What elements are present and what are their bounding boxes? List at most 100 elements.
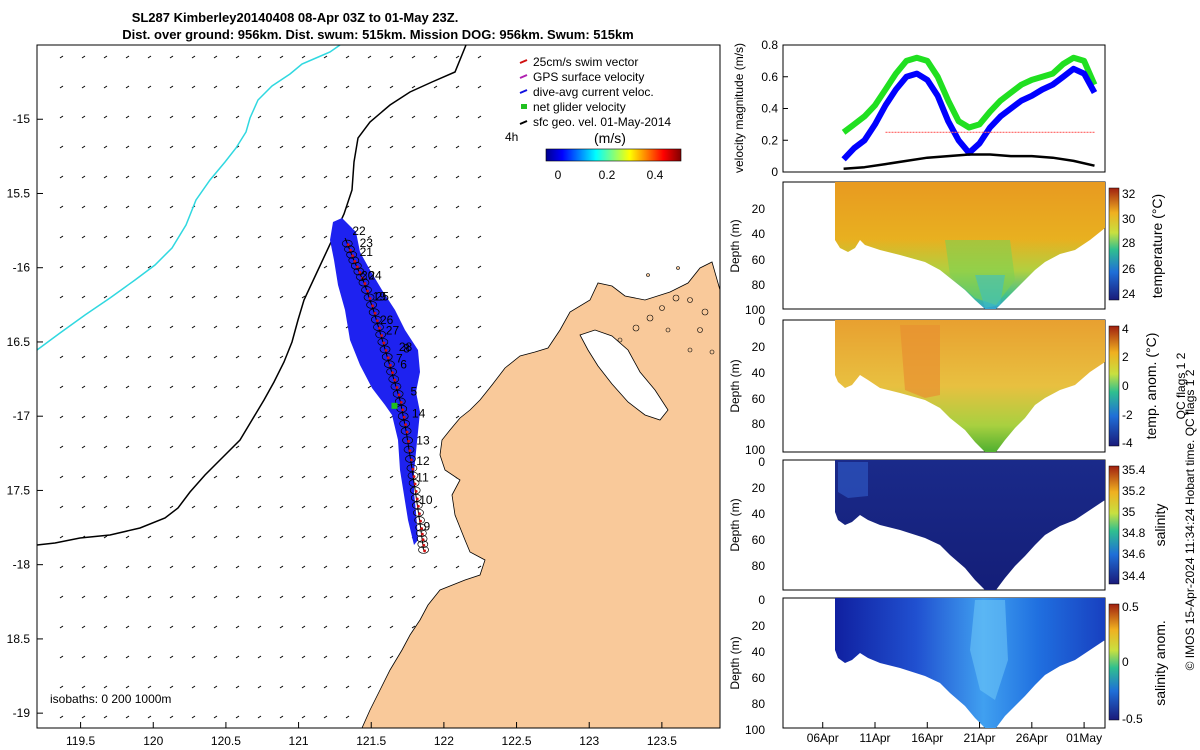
geo-vector	[103, 655, 108, 659]
geo-vector	[411, 625, 416, 629]
track-loop	[370, 315, 382, 324]
velocity-series	[841, 54, 1098, 171]
geo-vector	[125, 115, 130, 119]
geo-vector	[191, 325, 196, 329]
geo-vector	[389, 655, 394, 659]
geo-vector	[169, 85, 174, 89]
geo-vector	[125, 625, 130, 629]
geo-vector	[235, 85, 240, 89]
geo-vector	[411, 55, 416, 59]
track-loop	[403, 445, 415, 454]
waypoint-label: 13	[416, 433, 430, 447]
qc-flags-note: QC flags 1 2	[1174, 352, 1188, 419]
swim-vector-dot	[349, 248, 352, 252]
geo-vector	[147, 85, 152, 89]
geo-vector	[433, 505, 438, 509]
geo-vector	[477, 295, 482, 299]
geo-vector	[235, 385, 240, 389]
geo-vector	[103, 415, 108, 419]
track-loop	[388, 375, 400, 383]
geo-vector	[169, 595, 174, 599]
cbar-tick: 28	[1122, 236, 1136, 250]
geo-vector	[59, 115, 64, 119]
legend-net-label: net glider velocity	[533, 100, 626, 114]
geo-vector	[81, 445, 86, 449]
geo-vector	[411, 115, 416, 119]
swim-vector-dot	[386, 356, 390, 360]
salinity-anomaly-ylabel: Depth (m)	[728, 636, 742, 689]
geo-vector	[125, 175, 130, 179]
geo-vector	[103, 385, 108, 389]
track-loop	[399, 419, 411, 428]
velocity-y-tick-label: 0	[771, 165, 778, 179]
geo-vector	[301, 625, 306, 629]
geo-vector	[59, 385, 64, 389]
geo-vector	[169, 475, 174, 479]
geo-vector	[411, 565, 416, 569]
time-tick-label: 21Apr	[964, 731, 996, 745]
geo-vector	[81, 475, 86, 479]
geo-vector	[477, 235, 482, 239]
salinity-anomaly-field	[835, 598, 1105, 728]
salinity-cbar-label: salinity	[1152, 504, 1168, 547]
geo-vector	[367, 385, 372, 389]
geo-vector	[103, 295, 108, 299]
y-tick: 0	[758, 455, 765, 469]
geo-vector	[213, 205, 218, 209]
colorbar-title: (m/s)	[594, 130, 626, 146]
geo-vector	[81, 655, 86, 659]
legend-net-icon	[521, 104, 527, 109]
track-loop	[402, 436, 413, 445]
geo-vector	[169, 355, 174, 359]
waypoint-label: 21	[360, 245, 374, 259]
geo-vector	[367, 235, 372, 239]
geo-vector	[345, 505, 350, 509]
geo-vector	[345, 565, 350, 569]
geo-vector	[367, 175, 372, 179]
geo-vector	[235, 445, 240, 449]
geo-vector	[81, 355, 86, 359]
waypoint-label: 9	[424, 520, 431, 534]
temperature-colorbar-ticks: 32 30 28 26 24	[1122, 187, 1136, 301]
geo-vector	[279, 85, 284, 89]
geo-vector	[103, 115, 108, 119]
geo-vector	[367, 505, 372, 509]
geo-vector	[279, 685, 284, 689]
geo-vector	[59, 295, 64, 299]
swim-vector-dot	[422, 543, 426, 547]
geo-vector	[345, 595, 350, 599]
geo-vector	[301, 385, 306, 389]
map-x-tick-label: 120	[143, 734, 163, 748]
geo-vector	[367, 145, 372, 149]
track-loop	[356, 273, 367, 281]
geo-vector	[213, 265, 218, 269]
geo-vector	[323, 715, 328, 719]
geo-vector	[103, 55, 108, 59]
geo-vector	[81, 115, 86, 119]
geo-vector	[477, 115, 482, 119]
geo-vector	[455, 235, 460, 239]
legend-swim-icon	[519, 59, 528, 64]
swim-vector-dot	[388, 363, 392, 367]
geo-vector	[103, 205, 108, 209]
cbar-tick: 34.6	[1122, 547, 1146, 561]
geo-vector	[147, 235, 152, 239]
track-loop	[350, 262, 362, 270]
y-tick: 60	[752, 253, 766, 267]
geo-vector	[279, 415, 284, 419]
geo-vector	[323, 475, 328, 479]
geo-vector	[235, 235, 240, 239]
geo-vector	[279, 715, 284, 719]
geo-vector	[301, 715, 306, 719]
geo-vector	[367, 115, 372, 119]
geo-vector	[59, 205, 64, 209]
geo-vector	[279, 535, 284, 539]
time-tick-label: 16Apr	[911, 731, 943, 745]
geo-vector	[411, 85, 416, 89]
geo-vector	[213, 385, 218, 389]
geo-vector	[323, 685, 328, 689]
temperature-y-ticks: 20 40 60 80 100	[745, 202, 765, 317]
